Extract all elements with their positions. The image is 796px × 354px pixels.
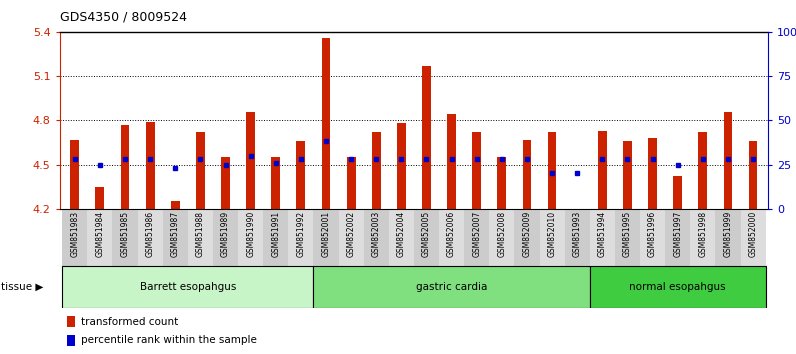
Text: gastric cardia: gastric cardia bbox=[416, 282, 487, 292]
Text: GSM852010: GSM852010 bbox=[548, 211, 556, 257]
Text: GSM851993: GSM851993 bbox=[572, 211, 582, 257]
Text: GSM852004: GSM852004 bbox=[397, 211, 406, 257]
Text: normal esopahgus: normal esopahgus bbox=[630, 282, 726, 292]
Bar bbox=[439, 209, 464, 266]
Text: GSM852009: GSM852009 bbox=[522, 211, 532, 257]
Text: tissue ▶: tissue ▶ bbox=[1, 282, 43, 292]
Text: GSM851984: GSM851984 bbox=[96, 211, 104, 257]
Text: GSM851996: GSM851996 bbox=[648, 211, 657, 257]
Text: GSM851991: GSM851991 bbox=[271, 211, 280, 257]
Bar bbox=[615, 209, 640, 266]
Text: GSM851987: GSM851987 bbox=[171, 211, 180, 257]
Bar bbox=[296, 141, 306, 209]
Text: GSM851999: GSM851999 bbox=[724, 211, 732, 257]
Bar bbox=[490, 209, 514, 266]
Text: GSM851994: GSM851994 bbox=[598, 211, 607, 257]
Bar bbox=[690, 209, 716, 266]
Text: GSM851985: GSM851985 bbox=[120, 211, 130, 257]
Text: GSM852002: GSM852002 bbox=[346, 211, 356, 257]
Text: percentile rank within the sample: percentile rank within the sample bbox=[81, 335, 257, 346]
Bar bbox=[665, 209, 690, 266]
Bar bbox=[138, 209, 162, 266]
Bar bbox=[422, 66, 431, 209]
Text: GSM852000: GSM852000 bbox=[748, 211, 758, 257]
Bar bbox=[196, 132, 205, 209]
Bar bbox=[62, 209, 88, 266]
Bar bbox=[498, 157, 506, 209]
Bar bbox=[623, 141, 632, 209]
Bar bbox=[397, 123, 406, 209]
Text: GSM852008: GSM852008 bbox=[498, 211, 506, 257]
Text: GSM851986: GSM851986 bbox=[146, 211, 154, 257]
Bar bbox=[263, 209, 288, 266]
Text: GSM851989: GSM851989 bbox=[221, 211, 230, 257]
Bar bbox=[213, 209, 238, 266]
Bar bbox=[146, 122, 154, 209]
Bar bbox=[372, 132, 380, 209]
Bar bbox=[88, 209, 112, 266]
Bar bbox=[749, 141, 758, 209]
Bar bbox=[221, 157, 230, 209]
Bar bbox=[67, 335, 76, 346]
Bar bbox=[338, 209, 364, 266]
Bar bbox=[540, 209, 564, 266]
Bar bbox=[322, 38, 330, 209]
Text: GSM851988: GSM851988 bbox=[196, 211, 205, 257]
Bar bbox=[522, 139, 532, 209]
Bar bbox=[388, 209, 414, 266]
Text: GSM852005: GSM852005 bbox=[422, 211, 431, 257]
Bar bbox=[271, 157, 280, 209]
Bar bbox=[673, 176, 682, 209]
Text: GSM851983: GSM851983 bbox=[70, 211, 80, 257]
Bar bbox=[188, 209, 213, 266]
Text: GSM851995: GSM851995 bbox=[623, 211, 632, 257]
Bar bbox=[598, 131, 607, 209]
Bar bbox=[472, 132, 481, 209]
Bar bbox=[548, 132, 556, 209]
Bar bbox=[564, 209, 590, 266]
Bar bbox=[464, 209, 490, 266]
Bar bbox=[121, 125, 130, 209]
Bar bbox=[70, 139, 79, 209]
Text: transformed count: transformed count bbox=[81, 316, 178, 327]
Bar bbox=[590, 266, 766, 308]
Bar bbox=[648, 138, 657, 209]
Text: GSM851998: GSM851998 bbox=[698, 211, 708, 257]
Bar bbox=[698, 132, 707, 209]
Text: GSM851997: GSM851997 bbox=[673, 211, 682, 257]
Text: GDS4350 / 8009524: GDS4350 / 8009524 bbox=[60, 11, 187, 24]
Bar bbox=[447, 114, 456, 209]
Bar bbox=[590, 209, 615, 266]
Bar bbox=[112, 209, 138, 266]
Bar bbox=[96, 187, 104, 209]
Bar bbox=[246, 112, 255, 209]
Text: GSM852006: GSM852006 bbox=[447, 211, 456, 257]
Bar bbox=[62, 266, 314, 308]
Text: GSM851990: GSM851990 bbox=[246, 211, 256, 257]
Bar bbox=[314, 266, 590, 308]
Bar bbox=[364, 209, 388, 266]
Bar bbox=[716, 209, 740, 266]
Text: GSM851992: GSM851992 bbox=[296, 211, 306, 257]
Bar bbox=[514, 209, 540, 266]
Bar bbox=[740, 209, 766, 266]
Bar bbox=[414, 209, 439, 266]
Bar bbox=[171, 201, 180, 209]
Bar bbox=[347, 157, 356, 209]
Bar bbox=[724, 112, 732, 209]
Bar bbox=[640, 209, 665, 266]
Bar bbox=[238, 209, 263, 266]
Bar bbox=[314, 209, 338, 266]
Bar bbox=[288, 209, 314, 266]
Text: GSM852003: GSM852003 bbox=[372, 211, 380, 257]
Text: GSM852001: GSM852001 bbox=[322, 211, 330, 257]
Text: Barrett esopahgus: Barrett esopahgus bbox=[139, 282, 236, 292]
Bar bbox=[67, 316, 76, 327]
Bar bbox=[162, 209, 188, 266]
Text: GSM852007: GSM852007 bbox=[472, 211, 482, 257]
